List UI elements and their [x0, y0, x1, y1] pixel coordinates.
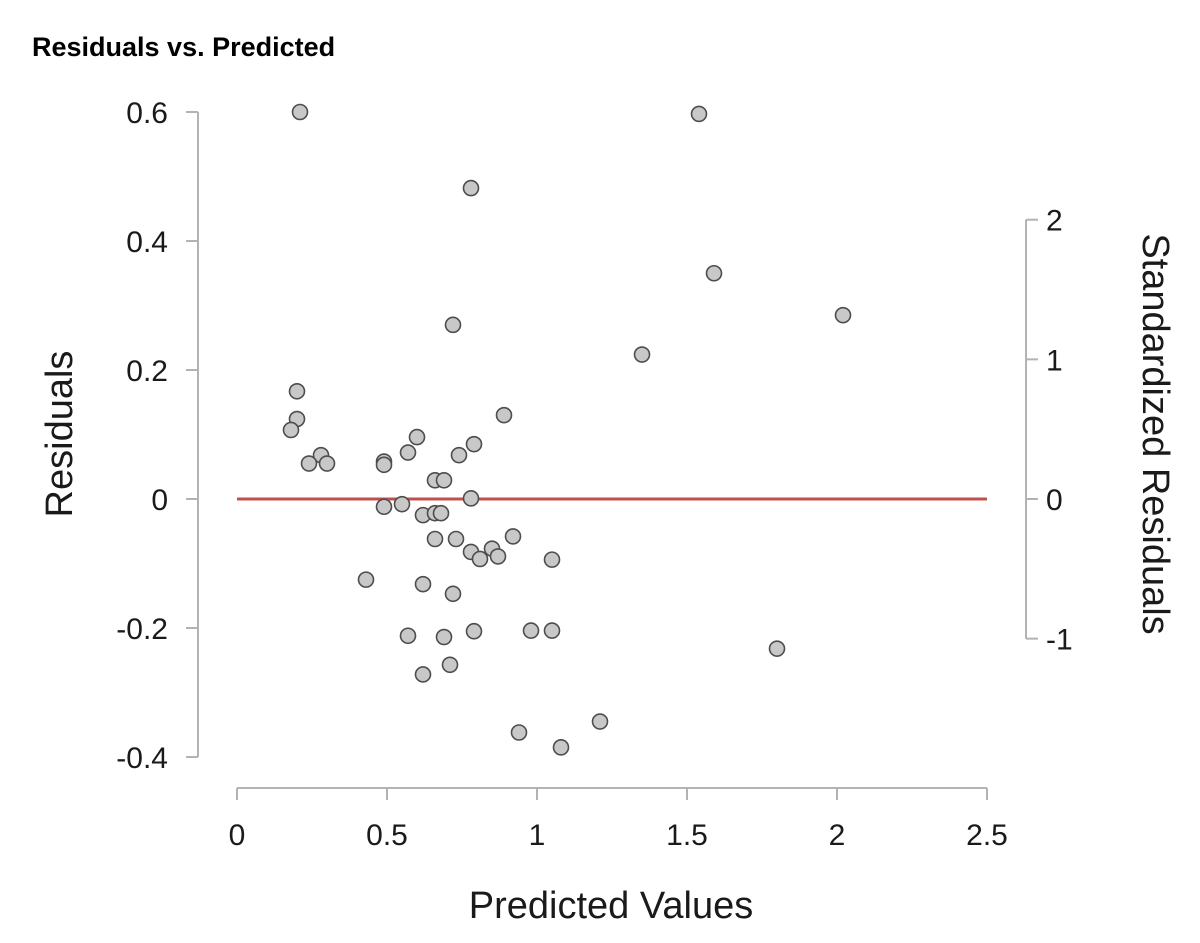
data-point [489, 548, 507, 565]
y2-tick-label: 0 [1046, 484, 1063, 517]
data-point [690, 105, 708, 123]
data-points [282, 103, 852, 756]
data-point [432, 504, 450, 522]
data-point [300, 455, 318, 472]
data-point [543, 551, 561, 568]
data-point [282, 421, 300, 439]
y-tick-label: 0.4 [126, 226, 168, 259]
x-tick-label: 1 [529, 819, 546, 852]
data-point [705, 264, 723, 282]
y2-axis-ticks: 2 1 0 -1 [1026, 205, 1073, 657]
data-point [444, 585, 462, 603]
data-point [426, 530, 444, 548]
data-point [465, 435, 483, 453]
data-point [465, 622, 483, 640]
data-point [552, 739, 570, 756]
y2-axis-label: Standardized Residuals [1134, 233, 1176, 634]
data-point [318, 455, 336, 472]
data-point [414, 575, 432, 593]
data-point [768, 640, 786, 657]
y2-tick-label: 1 [1046, 344, 1063, 377]
data-point [633, 346, 651, 363]
data-point [444, 316, 462, 334]
data-point [399, 627, 417, 645]
data-point [495, 406, 513, 424]
data-point [471, 550, 489, 568]
data-point [393, 495, 411, 513]
data-point [462, 490, 480, 507]
x-tick-label: 0 [229, 819, 246, 852]
data-point [591, 713, 609, 730]
data-point [447, 530, 465, 548]
x-tick-label: 2 [829, 819, 846, 852]
data-point [375, 456, 393, 474]
chart-title: Residuals vs. Predicted [32, 32, 335, 62]
data-point [435, 628, 453, 646]
y-axis-ticks: 0.6 0.4 0.2 0 -0.2 -0.4 [116, 97, 198, 775]
y-tick-label: 0 [151, 484, 168, 517]
y-tick-label: -0.2 [116, 613, 168, 646]
data-point [543, 622, 561, 639]
data-point [435, 471, 453, 489]
y-tick-label: -0.4 [116, 742, 168, 775]
data-point [510, 724, 528, 741]
y-tick-label: 0.6 [126, 97, 168, 130]
data-point [408, 428, 426, 446]
y2-tick-label: 2 [1046, 205, 1063, 238]
data-point [357, 571, 375, 588]
data-point [414, 666, 432, 683]
x-tick-label: 1.5 [666, 819, 708, 852]
x-axis-ticks: 0 0.5 1 1.5 2 2.5 [229, 788, 1008, 852]
data-point [462, 179, 480, 197]
data-point [291, 103, 309, 121]
data-point [504, 528, 522, 545]
y-tick-label: 0.2 [126, 355, 168, 388]
x-tick-label: 2.5 [966, 819, 1008, 852]
data-point [375, 498, 393, 516]
x-tick-label: 0.5 [366, 819, 408, 852]
data-point [450, 446, 468, 464]
y-axis-label: Residuals [39, 351, 81, 518]
y2-tick-label: -1 [1046, 624, 1073, 657]
data-point [522, 622, 540, 639]
data-point [441, 656, 459, 674]
data-point [288, 382, 306, 400]
data-point [834, 306, 852, 324]
x-axis-label: Predicted Values [469, 885, 753, 927]
data-point [399, 444, 417, 461]
